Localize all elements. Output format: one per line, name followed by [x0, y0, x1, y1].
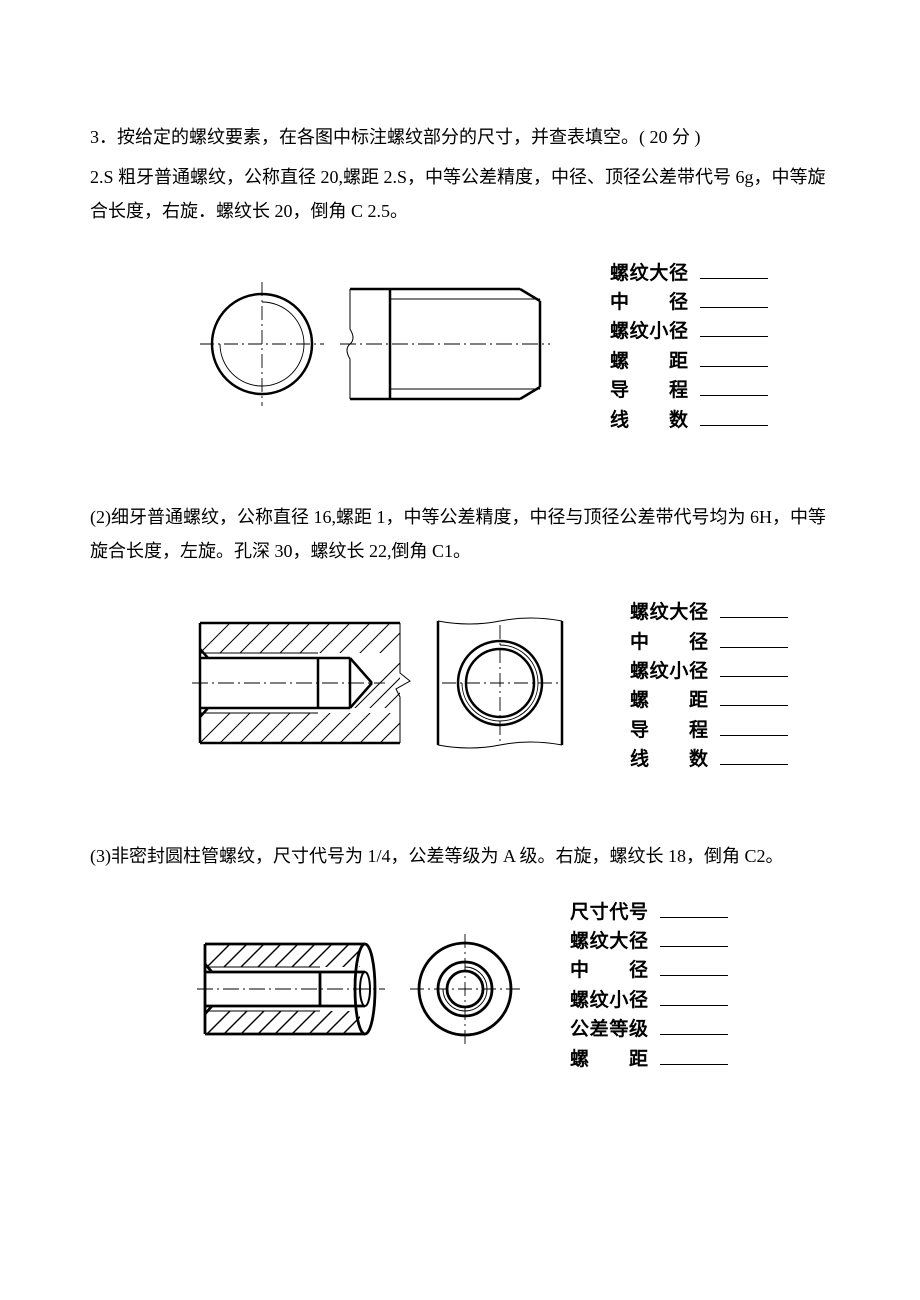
label-minor-dia: 螺纹小径	[570, 986, 648, 1015]
fill-table-3: 尺寸代号 螺纹大径 中 径 螺纹小径 公差等级 螺 距	[570, 898, 728, 1075]
blank	[720, 633, 788, 648]
blank	[660, 1050, 728, 1065]
label-size-code: 尺寸代号	[570, 898, 648, 927]
figure-2-drawing	[190, 598, 590, 779]
blank	[720, 721, 788, 736]
label-starts: 线 数	[610, 406, 688, 435]
blank	[660, 961, 728, 976]
label-pitch-dia: 中 径	[570, 956, 648, 985]
label-pitch-dia: 中 径	[610, 288, 688, 317]
label-minor-dia: 螺纹小径	[610, 317, 688, 346]
label-pitch: 螺 距	[610, 347, 688, 376]
blank	[660, 1020, 728, 1035]
blank	[720, 662, 788, 677]
label-pitch-dia: 中 径	[630, 628, 708, 657]
label-major-dia: 螺纹大径	[610, 259, 688, 288]
label-minor-dia: 螺纹小径	[630, 657, 708, 686]
label-tolerance: 公差等级	[570, 1015, 648, 1044]
blank	[700, 411, 768, 426]
blank	[720, 603, 788, 618]
blank	[700, 322, 768, 337]
label-pitch: 螺 距	[630, 686, 708, 715]
label-lead: 导 程	[630, 716, 708, 745]
blank	[720, 750, 788, 765]
blank	[700, 293, 768, 308]
label-pitch: 螺 距	[570, 1045, 648, 1074]
blank	[720, 691, 788, 706]
blank	[660, 932, 728, 947]
blank	[660, 991, 728, 1006]
fill-table-2: 螺纹大径 中 径 螺纹小径 螺 距 导 程 线 数	[630, 598, 788, 775]
figure-1-drawing	[190, 259, 570, 440]
blank	[700, 381, 768, 396]
question-3-3-text: (3)非密封圆柱管螺纹，尺寸代号为 1/4，公差等级为 A 级。右旋，螺纹长 1…	[90, 839, 840, 873]
blank	[660, 903, 728, 918]
label-major-dia: 螺纹大径	[630, 598, 708, 627]
label-lead: 导 程	[610, 376, 688, 405]
page: 3．按给定的螺纹要素，在各图中标注螺纹部分的尺寸，并查表填空。( 20 分 ) …	[0, 0, 920, 1205]
label-starts: 线 数	[630, 745, 708, 774]
question-3-1-text: 2.S 粗牙普通螺纹，公称直径 20,螺距 2.S，中等公差精度，中径、顶径公差…	[90, 160, 840, 228]
figure-3-drawing	[190, 904, 550, 1085]
blank	[700, 352, 768, 367]
question-3-2-text: (2)细牙普通螺纹，公称直径 16,螺距 1，中等公差精度，中径与顶径公差带代号…	[90, 500, 840, 568]
figure-block-3: 尺寸代号 螺纹大径 中 径 螺纹小径 公差等级 螺 距	[90, 904, 840, 1085]
figure-block-1: 螺纹大径 中 径 螺纹小径 螺 距 导 程 线 数	[90, 259, 840, 440]
question-3-prompt: 3．按给定的螺纹要素，在各图中标注螺纹部分的尺寸，并查表填空。( 20 分 )	[90, 120, 840, 154]
blank	[700, 264, 768, 279]
figure-block-2: 螺纹大径 中 径 螺纹小径 螺 距 导 程 线 数	[90, 598, 840, 779]
fill-table-1: 螺纹大径 中 径 螺纹小径 螺 距 导 程 线 数	[610, 259, 768, 436]
label-major-dia: 螺纹大径	[570, 927, 648, 956]
